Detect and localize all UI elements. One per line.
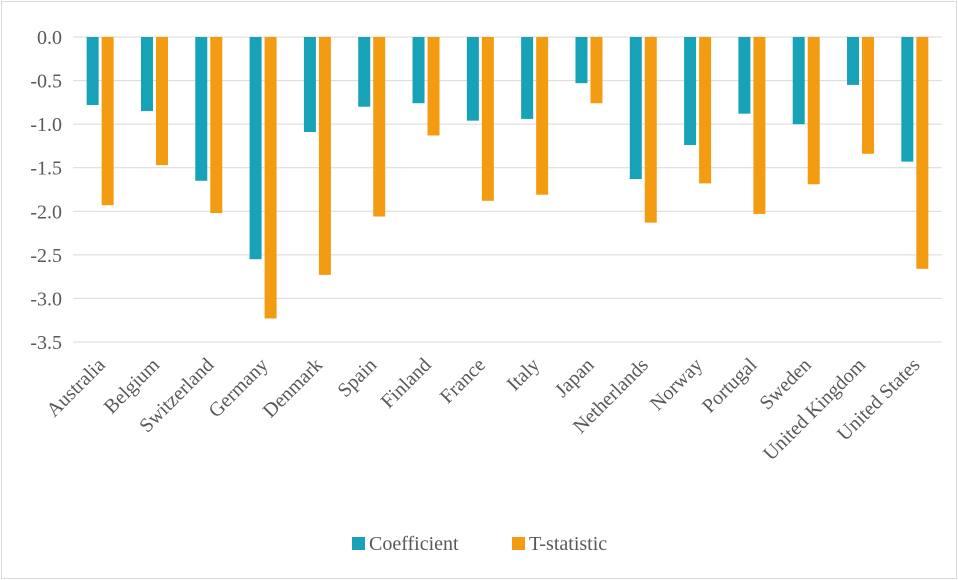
bar-coefficient [521,37,534,119]
bar-coefficient [86,37,99,105]
bar-t-statistic [862,37,875,154]
bar-coefficient [195,37,208,181]
bar-t-statistic [699,37,712,184]
y-tick-label: -2.0 [30,201,62,223]
bar-t-statistic [753,37,766,214]
x-category-label: Denmark [259,354,327,422]
y-tick-label: -1.0 [30,114,62,136]
bar-t-statistic [590,37,603,104]
bar-t-statistic [481,37,494,201]
y-tick-label: -3.5 [30,332,62,354]
x-category-label: Portugal [698,354,762,418]
bar-coefficient [575,37,588,84]
bar-coefficient [738,37,751,114]
x-category-label: Italy [503,354,544,395]
bar-t-statistic [264,37,277,319]
y-tick-label: -3.0 [30,288,62,310]
y-tick-label: -1.5 [30,158,62,180]
x-category-label: Australia [42,354,109,421]
bar-t-statistic [101,37,114,206]
bar-coefficient [847,37,860,85]
y-tick-label: -0.5 [30,71,62,93]
bar-coefficient [249,37,262,260]
bar-t-statistic [644,37,657,223]
bar-coefficient [684,37,697,146]
bar-t-statistic [807,37,820,185]
bar-coefficient [466,37,479,121]
x-category-label: Japan [551,354,599,402]
bar-t-statistic [373,37,386,217]
y-tick-label: 0.0 [37,27,62,49]
x-category-label: Spain [333,354,381,402]
bar-t-statistic [210,37,223,214]
legend-label: Coefficient [369,533,459,555]
x-category-label: Germany [204,354,272,422]
bar-coefficient [901,37,914,162]
legend-label: T-statistic [529,533,607,555]
bar-coefficient [140,37,153,112]
bar-t-statistic [916,37,929,269]
bar-t-statistic [318,37,331,275]
legend-swatch [512,537,525,550]
bar-t-statistic [536,37,549,195]
legend-swatch [352,537,365,550]
x-category-label: Norway [646,354,707,415]
bar-coefficient [412,37,425,104]
bar-coefficient [358,37,371,107]
bar-t-statistic [427,37,440,136]
bar-coefficient [303,37,316,132]
bar-coefficient [629,37,642,180]
x-category-label: Finland [377,354,436,413]
bar-coefficient [792,37,805,125]
bar-t-statistic [155,37,168,166]
x-category-label: France [436,354,490,408]
y-tick-label: -2.5 [30,245,62,267]
